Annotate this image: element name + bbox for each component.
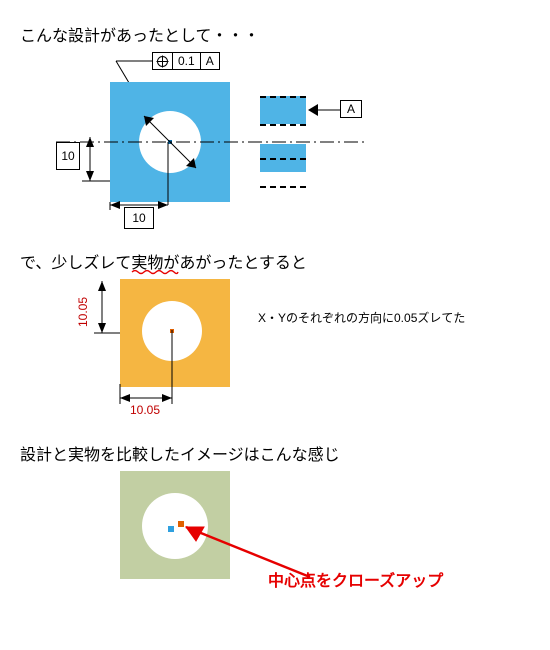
offset-note: X・Yのそれぞれの方向に0.05ズレてた — [258, 309, 465, 326]
hidden-line — [260, 186, 306, 188]
design-square — [110, 82, 230, 202]
datum-triangle-icon — [308, 104, 318, 116]
closeup-callout: 中心点をクローズアップ — [268, 567, 443, 591]
tolerance-datum: A — [201, 53, 219, 69]
heading-3: 設計と実物を比較したイメージはこんな感じ — [20, 441, 530, 465]
diagram-3-row: 中心点をクローズアップ — [20, 471, 530, 601]
position-symbol-icon — [153, 53, 173, 69]
center-mark-icon — [170, 329, 174, 333]
overlay-square — [120, 471, 230, 579]
hidden-line — [260, 96, 306, 98]
heading-2: で、少しズレて実物があがったとすると — [20, 249, 530, 273]
datum-a-box: A — [340, 100, 362, 118]
diagram-2-row: 10.05 10.05 X・Yのそれぞれの方向に0.05ズレてた — [20, 279, 530, 429]
actual-square — [120, 279, 230, 387]
center-mark-icon — [168, 140, 172, 144]
dim-horizontal-1: 10 — [132, 211, 145, 225]
tolerance-value: 0.1 — [173, 53, 201, 69]
heading-1: こんな設計があったとして・・・ — [20, 22, 530, 46]
side-view — [260, 82, 306, 202]
dim-vertical-2: 10.05 — [76, 297, 90, 327]
tolerance-frame: 0.1 A — [152, 52, 220, 70]
dim-horizontal-2: 10.05 — [130, 403, 160, 417]
dim-vertical-1: 10 — [61, 149, 74, 163]
hidden-line — [260, 158, 306, 160]
overlay-hole — [142, 493, 208, 559]
center-orange-icon — [178, 521, 184, 527]
hidden-line — [260, 124, 306, 126]
center-blue-icon — [168, 526, 174, 532]
diagram-1-row: 0.1 A 10 — [20, 52, 530, 237]
side-stripe — [260, 96, 306, 124]
